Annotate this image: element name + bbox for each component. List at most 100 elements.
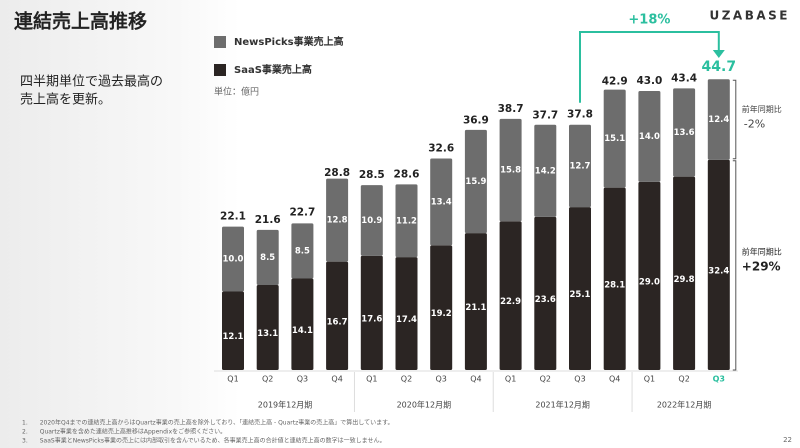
x-tick-label: Q3 (297, 375, 308, 384)
legend-label: SaaS事業売上高 (234, 63, 312, 76)
segment-label: 19.2 (431, 309, 452, 319)
total-label: 28.6 (394, 168, 420, 180)
total-label: 43.0 (636, 75, 662, 87)
x-tick-label: Q3 (436, 375, 447, 384)
year-label: 2022年12月期 (657, 400, 712, 410)
bar-segment (638, 181, 661, 370)
x-tick-label: Q2 (262, 375, 273, 384)
bar-segment (291, 223, 314, 279)
bar-segment (360, 255, 383, 370)
year-label: 2020年12月期 (397, 400, 452, 410)
bar-segment (222, 226, 244, 292)
segment-label: 32.4 (708, 266, 729, 276)
footnote: 1. 2020年Q4までの連結売上高からはQuartz事業の売上高を除外しており… (22, 419, 393, 427)
bar-segment (673, 88, 696, 177)
bar-segment (569, 124, 591, 208)
brand: UZABASE (709, 9, 790, 23)
bar-segment (256, 284, 279, 370)
growth-arrow (579, 31, 720, 103)
bar-segment (291, 278, 314, 370)
total-label: 36.9 (463, 115, 489, 127)
segment-label: 14.0 (639, 132, 660, 142)
year-label: 2019年12月期 (258, 400, 313, 410)
page-number: 22 (783, 436, 792, 444)
x-tick-label: Q4 (470, 375, 481, 384)
segment-label: 29.0 (639, 277, 660, 287)
segment-label: 14.1 (292, 326, 313, 336)
segment-label: 10.0 (223, 255, 244, 265)
subtitle: 四半期単位で過去最高の (20, 74, 163, 90)
x-tick-label: Q2 (540, 375, 551, 384)
legend-swatch (214, 64, 226, 76)
total-label: 28.8 (324, 167, 350, 179)
x-tick-label: Q1 (366, 375, 377, 384)
bar-segment (603, 187, 626, 370)
segment-label: 12.8 (327, 216, 348, 226)
segment-label: 16.7 (327, 317, 348, 327)
total-label: 37.7 (532, 109, 558, 121)
segment-label: 11.2 (396, 216, 417, 226)
x-tick-label: Q1 (644, 375, 655, 384)
segment-label: 25.1 (570, 290, 591, 300)
yoy-value: +29% (742, 259, 781, 273)
total-label: 37.8 (567, 109, 593, 121)
total-label: 21.6 (255, 214, 281, 226)
bar-segment (430, 245, 453, 370)
segment-label: 15.8 (500, 166, 521, 176)
x-tick-label: Q2 (678, 375, 689, 384)
footnote: 3. SaaS事業とNewsPicks事業の売上には内部取引を含んでいるため、各… (22, 437, 385, 445)
title: 連結売上高推移 (14, 10, 147, 33)
yoy-value: -2% (744, 117, 765, 130)
segment-label: 17.4 (396, 315, 417, 325)
bar-segment (638, 90, 661, 182)
bar-segment (534, 216, 557, 370)
total-label: 28.5 (359, 169, 385, 181)
subtitle: 売上高を更新。 (20, 92, 111, 108)
segment-label: 13.1 (257, 329, 278, 339)
segment-label: 13.6 (674, 128, 695, 138)
yoy-title: 前年同期比 (742, 104, 782, 114)
bar-segment (326, 261, 349, 370)
legend-label: NewsPicks事業売上高 (234, 35, 344, 48)
bar-segment (430, 158, 453, 246)
bar-segment (707, 79, 730, 160)
segment-label: 10.9 (361, 216, 382, 226)
bar-segment (534, 124, 557, 217)
total-label: 32.6 (428, 142, 454, 154)
segment-label: 22.9 (500, 297, 521, 307)
bar-segment (499, 221, 522, 370)
total-label: 22.1 (220, 211, 246, 223)
bar-segment (464, 233, 487, 370)
total-label: 22.7 (289, 207, 315, 219)
segment-label: 21.1 (465, 303, 486, 313)
bar-segment (395, 257, 418, 370)
total-label: 42.9 (602, 76, 628, 88)
bar-segment (256, 229, 279, 285)
bar-segment (360, 185, 383, 256)
segment-label: 28.1 (604, 280, 625, 290)
bar-segment (222, 291, 244, 370)
total-label: 44.7 (702, 59, 737, 75)
segment-label: 8.5 (295, 246, 310, 256)
total-label: 43.4 (671, 72, 697, 84)
segment-label: 12.4 (708, 115, 729, 125)
x-tick-label: Q2 (401, 375, 412, 384)
bar-segment (464, 129, 487, 234)
segment-label: 15.9 (465, 177, 486, 187)
bar-segment (673, 176, 696, 370)
yoy-title: 前年同期比 (742, 246, 782, 256)
bracket (732, 79, 737, 160)
x-tick-label: Q4 (609, 375, 620, 384)
bar-segment (603, 89, 626, 188)
bar-segment (569, 207, 591, 370)
segment-label: 15.1 (604, 134, 625, 144)
segment-label: 17.6 (361, 314, 382, 324)
segment-label: 14.2 (535, 166, 556, 176)
segment-label: 13.4 (431, 197, 452, 207)
footnote: 2. Quartz事業を含めた連結売上高推移はAppendixをご参照ください。 (22, 428, 226, 436)
x-tick-label: Q3 (713, 375, 725, 384)
segment-label: 8.5 (260, 253, 275, 263)
growth-label: +18% (628, 13, 670, 28)
segment-label: 12.7 (570, 161, 591, 171)
